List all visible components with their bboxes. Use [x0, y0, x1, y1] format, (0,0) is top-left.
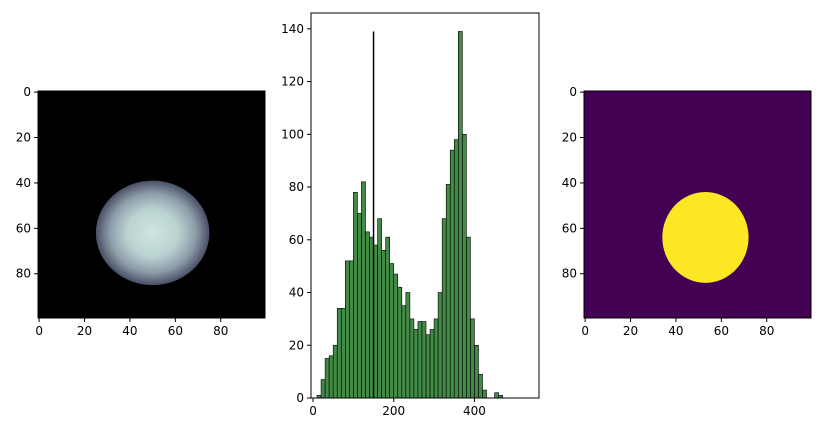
y-ticks: 0 20 40 60 80 100 120 140: [281, 22, 311, 405]
histogram-bar: [320, 379, 326, 399]
mask-flat-bottom: [645, 289, 766, 318]
histogram-bar: [361, 181, 366, 399]
image-panel-left: 0 20 40 60 80 0 20 40 60 80: [16, 85, 266, 338]
x-tick-label: 60: [168, 324, 183, 338]
y-tick-label: 80: [16, 267, 31, 281]
histogram-bar: [474, 344, 479, 399]
histogram-bar: [457, 31, 463, 399]
x-ticks: 0 20 40 60 80: [581, 318, 774, 338]
histogram-bar: [381, 250, 386, 399]
y-tick-label: 20: [289, 338, 304, 352]
histogram-bar: [494, 392, 499, 399]
x-tick-label: 20: [623, 324, 638, 338]
x-ticks: 0 20 40 60 80: [35, 318, 228, 338]
histogram-panel: 0 200 400 0 20 40 60 80 100 120 140: [281, 12, 540, 418]
histogram-bar: [470, 318, 475, 399]
histogram-bar: [449, 149, 455, 399]
tissue-region: [95, 180, 210, 286]
histogram-bar: [401, 305, 407, 399]
x-tick-label: 200: [382, 404, 405, 418]
histogram-bar: [393, 273, 399, 399]
mask-panel-right: 0 20 40 60 80 0 20 40 60 80: [562, 85, 812, 338]
x-tick-label: 20: [77, 324, 92, 338]
image-content: [95, 180, 210, 304]
x-tick-label: 0: [581, 324, 589, 338]
region-flat-bottom: [122, 287, 183, 304]
x-tick-label: 80: [213, 324, 228, 338]
histogram-bar: [357, 213, 362, 399]
y-tick-label: 40: [16, 176, 31, 190]
y-ticks: 0 20 40 60 80: [16, 85, 38, 281]
y-tick-label: 0: [23, 85, 31, 99]
histogram-bar: [421, 321, 427, 399]
y-tick-label: 120: [281, 75, 304, 89]
y-tick-label: 40: [289, 286, 304, 300]
histogram-bar: [385, 236, 390, 399]
histogram-bar: [345, 260, 350, 399]
y-tick-label: 40: [562, 176, 577, 190]
histogram-bar: [340, 308, 346, 399]
y-tick-label: 100: [281, 127, 304, 141]
x-tick-label: 40: [668, 324, 683, 338]
histogram-bar: [405, 292, 411, 399]
x-tick-label: 40: [122, 324, 137, 338]
histogram-bar: [413, 329, 419, 399]
x-tick-label: 400: [463, 404, 486, 418]
histogram-frame: [310, 12, 540, 399]
y-tick-label: 60: [16, 221, 31, 235]
y-tick-label: 0: [296, 391, 304, 405]
y-tick-label: 80: [562, 267, 577, 281]
histogram-bar: [425, 334, 431, 399]
histogram-bar: [377, 218, 382, 399]
histogram-bar: [409, 318, 415, 399]
histogram-bar: [441, 218, 447, 399]
histogram-bar: [466, 236, 471, 399]
y-tick-label: 20: [562, 131, 577, 145]
histogram-bar: [353, 192, 358, 399]
histogram-bar: [433, 318, 439, 399]
mask-region: [662, 192, 749, 283]
histogram-bar: [389, 263, 395, 399]
histogram-bar: [328, 355, 334, 399]
x-tick-label: 0: [35, 324, 43, 338]
histogram-bar: [437, 292, 443, 399]
mask-content: [645, 192, 766, 318]
y-tick-label: 20: [16, 131, 31, 145]
y-tick-label: 140: [281, 22, 304, 36]
histogram-bar: [482, 389, 487, 399]
histogram-bar: [349, 260, 354, 399]
histogram-bars: [316, 31, 503, 399]
histogram-bar: [324, 358, 330, 399]
image-frame: [37, 90, 266, 319]
histogram-bar: [332, 344, 338, 399]
histogram-bar: [462, 134, 467, 399]
histogram-bar: [445, 184, 451, 399]
histogram-bar: [453, 139, 459, 399]
y-tick-label: 80: [289, 180, 304, 194]
x-tick-label: 0: [309, 404, 317, 418]
histogram-bar: [365, 231, 370, 399]
x-tick-label: 80: [759, 324, 774, 338]
histogram-bar: [336, 308, 342, 399]
y-tick-label: 60: [289, 233, 304, 247]
x-tick-label: 60: [714, 324, 729, 338]
mask-frame: [583, 90, 812, 319]
histogram-bar: [478, 373, 483, 399]
y-tick-label: 60: [562, 221, 577, 235]
histogram-bar: [417, 321, 423, 399]
histogram-bar: [429, 329, 435, 399]
histogram-bar: [397, 286, 403, 399]
y-tick-label: 0: [569, 85, 577, 99]
x-ticks: 0 200 400: [309, 398, 486, 418]
y-ticks: 0 20 40 60 80: [562, 85, 584, 281]
